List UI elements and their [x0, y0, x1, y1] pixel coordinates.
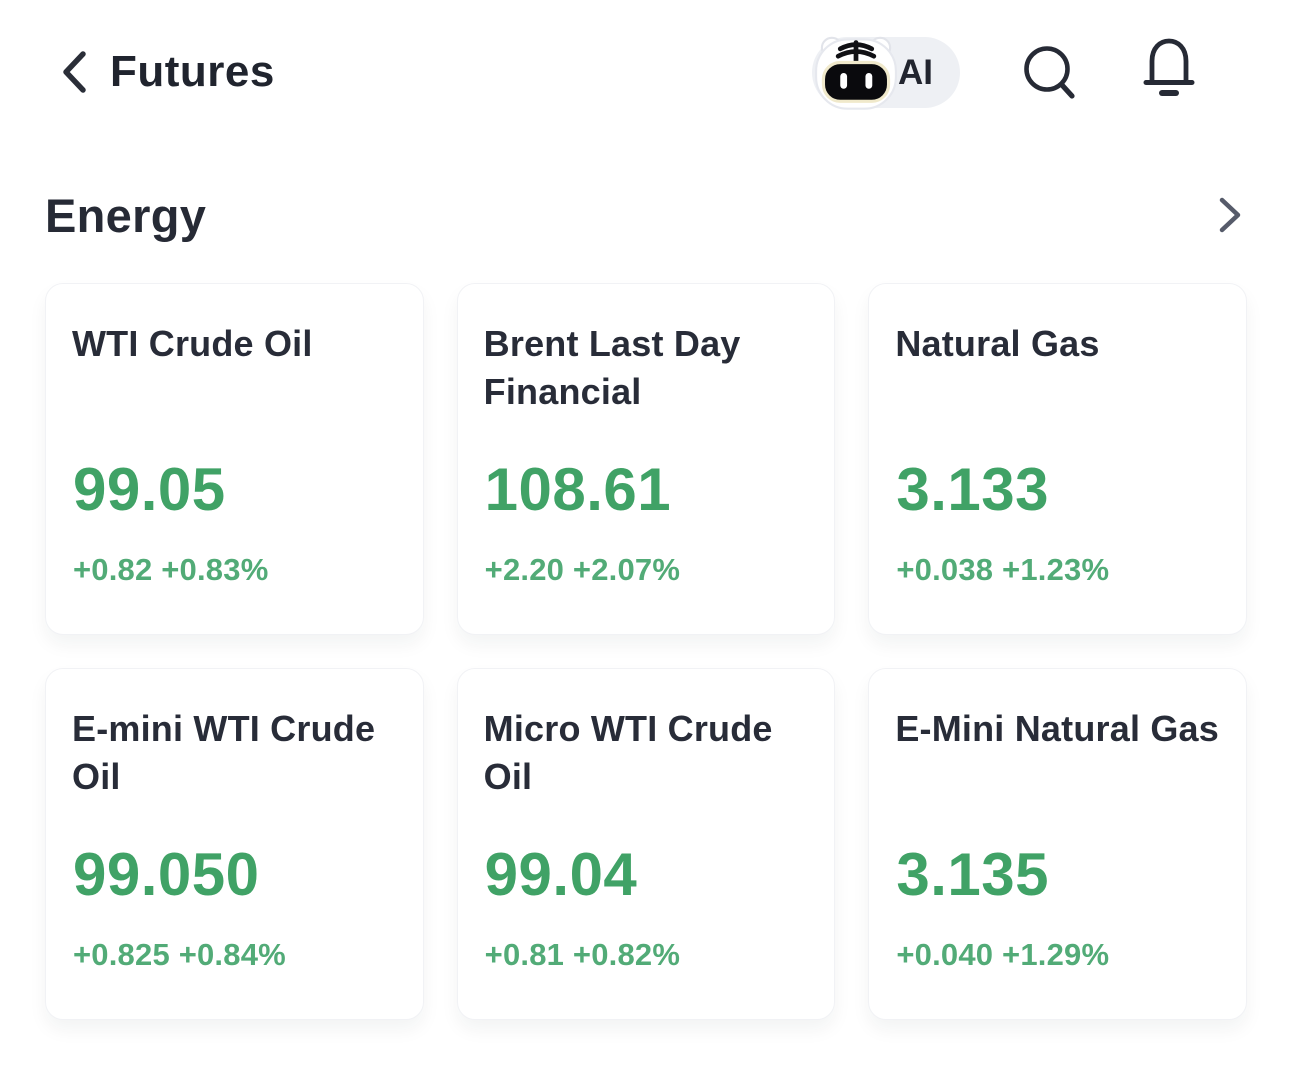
contract-name: Natural Gas: [895, 323, 1100, 364]
last-price: 3.133: [896, 456, 1049, 523]
search-button[interactable]: [1020, 38, 1078, 104]
contract-name: Brent Last Day Financial: [483, 323, 741, 412]
back-button[interactable]: [54, 48, 94, 96]
futures-card-5[interactable]: E-Mini Natural Gas 3.135 +0.040 +1.29%: [868, 668, 1247, 1020]
chevron-left-icon: [59, 48, 89, 96]
contract-name: E-Mini Natural Gas: [895, 708, 1219, 749]
contract-name: WTI Crude Oil: [72, 323, 313, 364]
price-change: +0.82 +0.83%: [73, 552, 269, 587]
section-more-button[interactable]: [1210, 195, 1250, 235]
bell-icon: [1139, 34, 1199, 104]
last-price: 99.05: [73, 456, 226, 523]
last-price: 3.135: [896, 841, 1049, 908]
last-price: 108.61: [484, 456, 672, 523]
price-change: +0.825 +0.84%: [73, 937, 286, 972]
price-change: +2.20 +2.07%: [484, 552, 681, 587]
price-change: +0.040 +1.29%: [896, 937, 1110, 972]
notifications-button[interactable]: [1140, 36, 1198, 102]
robot-mascot-icon: [814, 34, 898, 112]
price-change: +0.038 +1.23%: [896, 552, 1110, 587]
chevron-right-icon: [1217, 195, 1243, 235]
futures-card-1[interactable]: Brent Last Day Financial 108.61 +2.20 +2…: [456, 283, 836, 635]
futures-card-4[interactable]: Micro WTI Crude Oil 99.04 +0.81 +0.82%: [456, 668, 836, 1020]
ai-button-label: AI: [898, 53, 933, 92]
contract-name: Micro WTI Crude Oil: [483, 708, 773, 797]
energy-card-grid: WTI Crude Oil 99.05 +0.82 +0.83% Brent L…: [0, 283, 1290, 1020]
section-title: Energy: [45, 188, 207, 242]
futures-card-0[interactable]: WTI Crude Oil 99.05 +0.82 +0.83%: [45, 283, 424, 635]
last-price: 99.04: [484, 841, 638, 908]
search-icon: [1020, 38, 1078, 104]
price-change: +0.81 +0.82%: [484, 937, 681, 972]
futures-card-3[interactable]: E-mini WTI Crude Oil 99.050 +0.825 +0.84…: [45, 668, 424, 1020]
top-bar: Futures AI: [0, 0, 1290, 145]
futures-card-2[interactable]: Natural Gas 3.133 +0.038 +1.23%: [868, 283, 1247, 635]
contract-name: E-mini WTI Crude Oil: [72, 708, 376, 797]
energy-section-header[interactable]: Energy: [0, 185, 1290, 245]
ai-assistant-button[interactable]: AI: [812, 36, 960, 110]
last-price: 99.050: [73, 841, 260, 908]
page-title: Futures: [110, 47, 275, 96]
